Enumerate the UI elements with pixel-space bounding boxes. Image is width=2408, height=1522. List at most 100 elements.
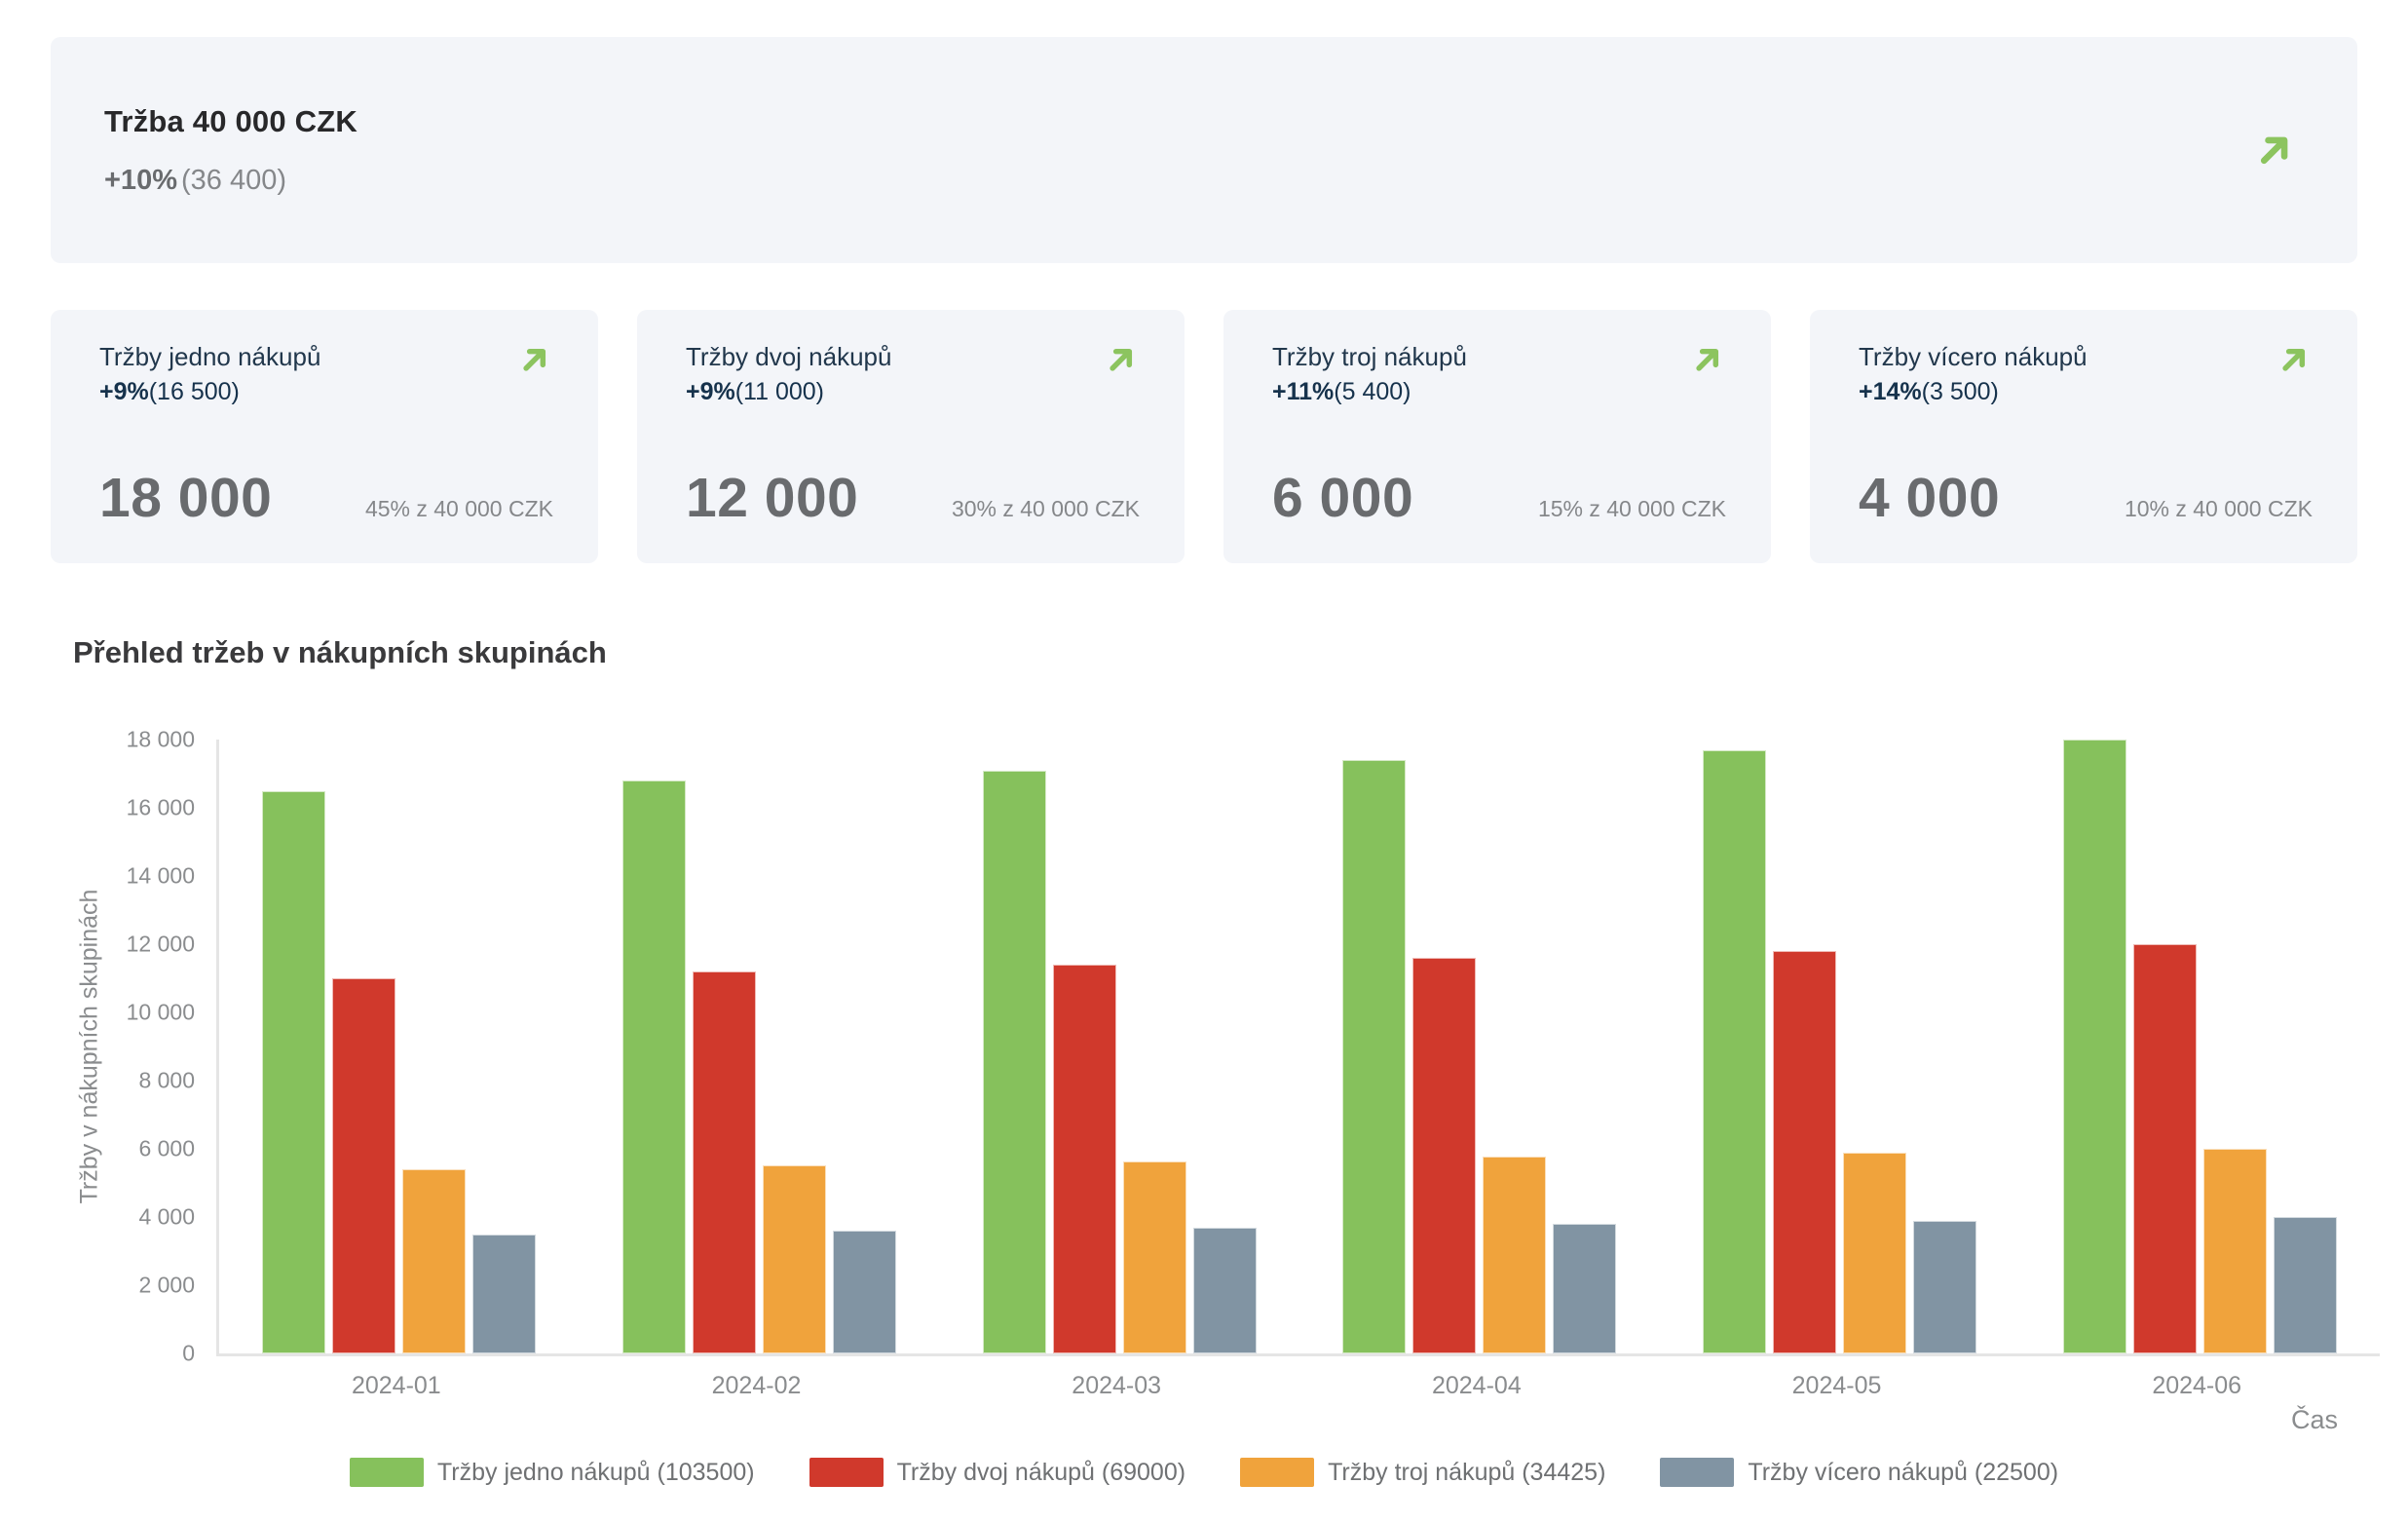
bar[interactable] — [1842, 1153, 1906, 1353]
y-tick-label: 14 000 — [126, 862, 195, 889]
metric-card-delta: +14%(3 500) — [1859, 378, 2088, 406]
legend-item[interactable]: Tržby vícero nákupů (22500) — [1660, 1458, 2058, 1487]
bar[interactable] — [2132, 944, 2197, 1353]
x-axis-title: Čas — [2291, 1405, 2339, 1434]
bar-group-2024-04 — [1342, 740, 1617, 1353]
bar[interactable] — [2273, 1217, 2337, 1353]
metric-delta-previous-value: (11 000) — [734, 377, 824, 405]
delta-previous-value: (36 400) — [180, 164, 286, 196]
total-revenue-card[interactable]: Tržba 40 000 CZK +10% (36 400) — [51, 37, 2357, 263]
bar[interactable] — [832, 1231, 896, 1353]
bar[interactable] — [1412, 958, 1477, 1353]
legend-item[interactable]: Tržby troj nákupů (34425) — [1240, 1458, 1605, 1487]
metric-share: 15% z 40 000 CZK — [1537, 496, 1726, 521]
metric-card[interactable]: Tržby troj nákupů +11%(5 400) 6 000 15% … — [1223, 310, 1771, 563]
y-tick-label: 4 000 — [138, 1203, 195, 1230]
legend-item[interactable]: Tržby jedno nákupů (103500) — [349, 1458, 755, 1487]
metric-delta-percent: +11% — [1272, 377, 1335, 405]
bar[interactable] — [1912, 1220, 1976, 1353]
bar[interactable] — [2202, 1149, 2267, 1353]
metric-value: 6 000 — [1272, 467, 1414, 529]
delta-percent: +10% — [104, 164, 177, 196]
total-revenue-title: Tržba 40 000 CZK — [104, 103, 357, 138]
metric-share: 10% z 40 000 CZK — [2124, 496, 2313, 521]
bar[interactable] — [621, 780, 686, 1353]
legend-item[interactable]: Tržby dvoj nákupů (69000) — [809, 1458, 1185, 1487]
bar[interactable] — [2062, 740, 2126, 1353]
y-tick-label: 10 000 — [126, 999, 195, 1025]
metric-card-header: Tržby jedno nákupů +9%(16 500) — [99, 341, 553, 406]
metric-delta-previous-value: (3 500) — [1921, 377, 1999, 405]
x-tick-label: 2024-06 — [2152, 1372, 2242, 1399]
bar[interactable] — [692, 971, 756, 1353]
metric-value: 4 000 — [1859, 467, 2001, 529]
metric-card-delta: +11%(5 400) — [1272, 378, 1467, 406]
metric-share: 30% z 40 000 CZK — [951, 496, 1140, 521]
metric-card-bottom: 18 000 45% z 40 000 CZK — [99, 466, 553, 530]
trend-up-icon[interactable] — [1689, 341, 1726, 378]
x-tick-label: 2024-01 — [351, 1372, 441, 1399]
metric-card-bottom: 6 000 15% z 40 000 CZK — [1272, 466, 1726, 530]
metric-card-bottom: 4 000 10% z 40 000 CZK — [1859, 466, 2313, 530]
bar-group-2024-03 — [982, 740, 1257, 1353]
metric-delta-percent: +9% — [686, 377, 735, 405]
metric-card-delta: +9%(11 000) — [686, 378, 891, 406]
metric-card[interactable]: Tržby dvoj nákupů +9%(11 000) 12 000 30%… — [637, 310, 1185, 563]
bar[interactable] — [982, 770, 1046, 1353]
metric-card-title: Tržby troj nákupů — [1272, 342, 1467, 371]
legend-label: Tržby vícero nákupů (22500) — [1748, 1458, 2059, 1486]
metric-cards-row: Tržby jedno nákupů +9%(16 500) 18 000 45… — [51, 310, 2357, 563]
total-revenue-delta: +10% (36 400) — [104, 165, 357, 197]
bar[interactable] — [1122, 1161, 1186, 1353]
y-tick-label: 8 000 — [138, 1067, 195, 1093]
metric-card-header: Tržby dvoj nákupů +9%(11 000) — [686, 341, 1140, 406]
legend-swatch — [1240, 1458, 1315, 1487]
bar-group-2024-02 — [621, 740, 896, 1353]
legend-swatch — [1660, 1458, 1735, 1487]
metric-delta-percent: +9% — [99, 377, 149, 405]
bar[interactable] — [1702, 749, 1766, 1353]
total-revenue-texts: Tržba 40 000 CZK +10% (36 400) — [104, 104, 357, 197]
metric-share: 45% z 40 000 CZK — [364, 496, 553, 521]
bar[interactable] — [332, 978, 396, 1353]
metric-card[interactable]: Tržby vícero nákupů +14%(3 500) 4 000 10… — [1810, 310, 2357, 563]
metric-card-delta: +9%(16 500) — [99, 378, 320, 406]
metric-delta-percent: +14% — [1859, 377, 1922, 405]
bar[interactable] — [762, 1164, 826, 1353]
bar-group-2024-06 — [2062, 740, 2337, 1353]
bar[interactable] — [1553, 1224, 1617, 1353]
metric-delta-previous-value: (5 400) — [1334, 377, 1411, 405]
y-tick-label: 16 000 — [126, 794, 195, 820]
trend-up-icon[interactable] — [516, 341, 553, 378]
legend-swatch — [349, 1458, 424, 1487]
metric-card[interactable]: Tržby jedno nákupů +9%(16 500) 18 000 45… — [51, 310, 598, 563]
grouped-bar-chart: Tržby v nákupních skupinách 18 000 16 000… — [0, 678, 2408, 1522]
metric-card-bottom: 12 000 30% z 40 000 CZK — [686, 466, 1140, 530]
bar[interactable] — [262, 790, 326, 1353]
bar[interactable] — [402, 1169, 467, 1353]
y-axis-ticks: 18 000 16 000 14 000 12 000 10 000 8 000 6 000… — [0, 727, 195, 1366]
y-tick-label: 6 000 — [138, 1135, 195, 1161]
trend-up-icon[interactable] — [1103, 341, 1140, 378]
bar[interactable] — [1342, 760, 1407, 1353]
x-axis-ticks: 2024-01 2024-02 2024-03 2024-04 2024-05 2024-… — [216, 1372, 2377, 1400]
legend-label: Tržby dvoj nákupů (69000) — [896, 1458, 1186, 1486]
x-tick-label: 2024-03 — [1072, 1372, 1162, 1399]
trend-up-icon[interactable] — [2252, 128, 2297, 172]
bar[interactable] — [1192, 1227, 1257, 1353]
bar-group-2024-01 — [262, 740, 537, 1353]
chart-legend: Tržby jedno nákupů (103500) Tržby dvoj ná… — [0, 1458, 2408, 1487]
bar[interactable] — [472, 1234, 537, 1353]
metric-card-header: Tržby vícero nákupů +14%(3 500) — [1859, 341, 2313, 406]
legend-label: Tržby jedno nákupů (103500) — [436, 1458, 755, 1486]
metric-value: 12 000 — [686, 467, 859, 529]
metric-card-title: Tržby dvoj nákupů — [686, 342, 892, 371]
y-tick-label: 0 — [182, 1340, 195, 1366]
bar[interactable] — [1052, 965, 1116, 1353]
trend-up-icon[interactable] — [2276, 341, 2313, 378]
bar[interactable] — [1772, 951, 1836, 1353]
x-tick-label: 2024-05 — [1791, 1372, 1882, 1399]
bar[interactable] — [1483, 1157, 1547, 1353]
bar-group-2024-05 — [1702, 740, 1976, 1353]
